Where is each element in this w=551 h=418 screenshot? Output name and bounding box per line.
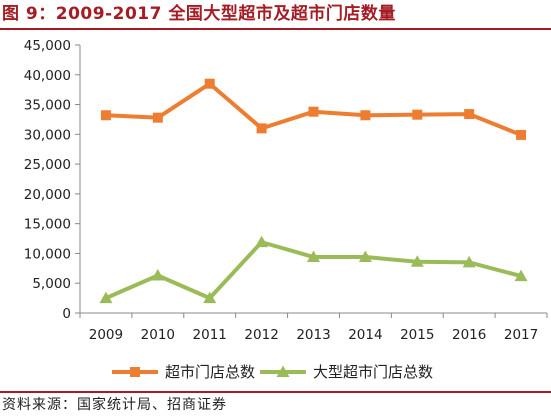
title-divider — [0, 28, 551, 30]
data-point — [151, 268, 165, 281]
y-tick-label: 15,000 — [24, 217, 71, 233]
data-point — [308, 106, 319, 117]
x-tick-label: 2016 — [452, 327, 486, 343]
series-1 — [100, 78, 527, 140]
data-point — [410, 255, 424, 267]
y-tick-label: 10,000 — [24, 246, 71, 262]
legend-item-2: 大型超市门店总数 — [260, 363, 433, 381]
data-point — [516, 129, 527, 140]
legend: 超市门店总数 大型超市门店总数 — [112, 363, 433, 381]
x-tick-label: 2015 — [400, 327, 434, 343]
y-tick-label: 5,000 — [32, 276, 71, 292]
series-layer — [99, 78, 528, 304]
data-point — [152, 112, 163, 123]
x-tick-label: 2012 — [244, 327, 278, 343]
y-tick-label: 30,000 — [24, 127, 71, 143]
data-point — [204, 78, 215, 89]
source-note: 资料来源：国家统计局、招商证券 — [2, 397, 227, 413]
legend-label: 大型超市门店总数 — [313, 363, 433, 381]
data-point — [99, 291, 113, 304]
y-tick-label: 0 — [62, 306, 71, 322]
x-tick-label: 2014 — [348, 327, 382, 343]
data-point — [358, 250, 372, 263]
data-point — [255, 235, 269, 248]
data-point — [514, 269, 528, 282]
y-tick-label: 20,000 — [24, 187, 71, 203]
x-tick-label: 2011 — [193, 327, 227, 343]
legend-item-1: 超市门店总数 — [112, 363, 255, 381]
x-tick-label: 2009 — [89, 327, 123, 343]
x-tick-label: 2013 — [296, 327, 330, 343]
data-point — [464, 109, 475, 120]
data-point — [462, 255, 476, 268]
y-tick-label: 45,000 — [24, 38, 71, 54]
x-tick-label: 2010 — [141, 327, 175, 343]
y-tick-label: 40,000 — [24, 68, 71, 84]
legend-marker — [276, 365, 290, 377]
data-point — [412, 109, 423, 120]
source-divider — [0, 391, 551, 393]
data-point — [203, 291, 217, 304]
y-tick-label: 25,000 — [24, 157, 71, 173]
series-2 — [99, 235, 528, 304]
y-tick-label: 35,000 — [24, 98, 71, 114]
data-point — [100, 110, 111, 121]
axes: 0 5,000 10,000 15,000 20,000 25,000 30,000 35,0… — [24, 38, 548, 343]
legend-marker — [130, 367, 140, 377]
data-point — [360, 110, 371, 121]
chart-title: 图 9：2009-2017 全国大型超市及超市门店数量 — [2, 4, 396, 24]
data-point — [256, 123, 267, 134]
legend-label: 超市门店总数 — [165, 363, 255, 381]
data-point — [307, 250, 320, 263]
x-tick-label: 2017 — [504, 327, 538, 343]
